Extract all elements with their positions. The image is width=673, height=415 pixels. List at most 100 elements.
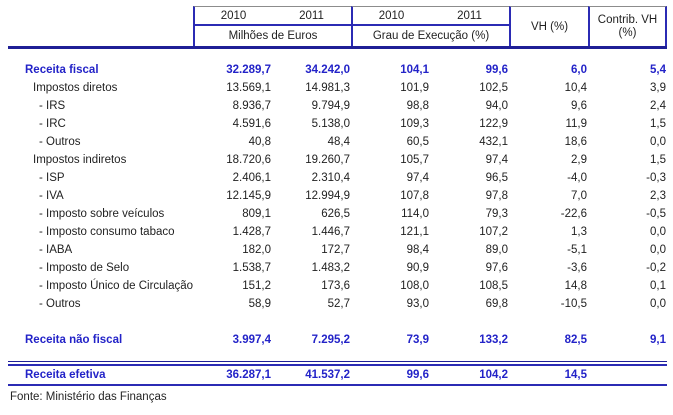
row-label: - ISP [39, 172, 65, 184]
cell-value: -5,1 [567, 244, 587, 256]
cell-value: 2,4 [650, 100, 666, 112]
cell-value: 11,9 [565, 118, 587, 130]
table-row: - ISP 2.406,1 2.310,4 97,4 96,5 -4,0 -0,3 [8, 169, 667, 187]
cell-value: 97,4 [406, 172, 429, 184]
row-label: Receita fiscal [25, 64, 99, 76]
cell-value: 626,5 [321, 208, 350, 220]
cell-value: -22,6 [560, 208, 587, 220]
cell-value: 1.538,7 [232, 262, 271, 274]
row-label: - IABA [39, 244, 73, 256]
cell-value: 40,8 [248, 136, 271, 148]
table-row: - IABA 182,0 172,7 98,4 89,0 -5,1 0,0 [8, 241, 667, 259]
row-gap [8, 313, 667, 331]
cell-value: 101,9 [400, 82, 429, 94]
cell-value: 19.260,7 [305, 154, 350, 166]
cell-value: 0,0 [650, 136, 666, 148]
cell-value: -4,0 [567, 172, 587, 184]
cell-value: 48,4 [327, 136, 350, 148]
cell-value: 12.994,9 [305, 190, 350, 202]
cell-value: 109,3 [400, 118, 429, 130]
cell-value: 1.428,7 [232, 226, 271, 238]
cell-value: 12.145,9 [226, 190, 271, 202]
cell-value: 3,9 [650, 82, 666, 94]
cell-value: 0,1 [650, 280, 666, 292]
cell-value: 10,4 [564, 82, 587, 94]
table-row: - Imposto sobre veículos 809,1 626,5 114,0 7… [8, 205, 667, 223]
table-row: - Outros 40,8 48,4 60,5 432,1 18,6 0,0 [8, 133, 667, 151]
double-rule [8, 361, 667, 366]
cell-value: 90,9 [406, 262, 429, 274]
cell-value: 4.591,6 [232, 118, 271, 130]
cell-value: 0,0 [650, 244, 666, 256]
header-contrib-vh: Contrib. VH (%) [588, 6, 667, 46]
cell-value: 2,3 [650, 190, 666, 202]
cell-value: 9,1 [650, 334, 666, 346]
cell-value: 5,4 [650, 64, 666, 76]
header-year-millions-2011: 2011 [272, 6, 351, 26]
header-vh-percent: VH (%) [509, 6, 588, 46]
table-row: - Imposto consumo tabaco 1.428,7 1.446,7 12… [8, 223, 667, 241]
cell-value: 98,8 [406, 100, 429, 112]
cell-value: 1,5 [650, 118, 666, 130]
cell-value: 97,4 [485, 154, 508, 166]
table-row: Receita efetiva 36.287,1 41.537,2 99,6 104,2… [8, 366, 667, 386]
cell-value: 41.537,2 [305, 369, 350, 381]
cell-value: 9.794,9 [311, 100, 350, 112]
row-label: - IRC [39, 118, 66, 130]
cell-value: 0,0 [650, 226, 666, 238]
table-row: - IRS 8.936,7 9.794,9 98,8 94,0 9,6 2,4 [8, 97, 667, 115]
cell-value: 9,6 [571, 100, 587, 112]
cell-value: 122,9 [479, 118, 508, 130]
header-contrib-line1: Contrib. VH [597, 13, 658, 26]
cell-value: 108,5 [479, 280, 508, 292]
cell-value: 1,5 [650, 154, 666, 166]
cell-value: 3.997,4 [232, 334, 271, 346]
cell-value: 172,7 [321, 244, 350, 256]
header-year-execution-2011: 2011 [430, 6, 509, 26]
cell-value: 2,9 [571, 154, 587, 166]
cell-value: 18,6 [564, 136, 587, 148]
cell-value: 108,0 [400, 280, 429, 292]
cell-value: 98,4 [406, 244, 429, 256]
cell-value: 107,8 [400, 190, 429, 202]
cell-value: 82,5 [564, 334, 587, 346]
header-year-execution-2010: 2010 [351, 6, 430, 26]
cell-value: 0,0 [650, 298, 666, 310]
cell-value: -3,6 [567, 262, 587, 274]
cell-value: 18.720,6 [226, 154, 271, 166]
cell-value: 182,0 [242, 244, 271, 256]
row-label: Impostos diretos [33, 82, 118, 94]
table-row: Receita fiscal 32.289,7 34.242,0 104,1 99,6 6… [8, 61, 667, 79]
cell-value: 105,7 [400, 154, 429, 166]
cell-value: 89,0 [485, 244, 508, 256]
cell-value: 97,8 [485, 190, 508, 202]
cell-value: 2.310,4 [311, 172, 350, 184]
row-label: - IVA [39, 190, 64, 202]
cell-value: 432,1 [479, 136, 508, 148]
cell-value: 121,1 [400, 226, 429, 238]
cell-value: 96,5 [485, 172, 508, 184]
cell-value: -0,3 [646, 172, 666, 184]
cell-value: 2.406,1 [232, 172, 271, 184]
cell-value: 94,0 [485, 100, 508, 112]
fiscal-report-page: 2010 2011 2010 2011 VH (%) Contrib. VH (… [8, 6, 667, 403]
cell-value: -0,5 [646, 208, 666, 220]
source-note: Fonte: Ministério das Finanças [10, 391, 167, 403]
cell-value: 36.287,1 [226, 369, 271, 381]
cell-value: 102,5 [479, 82, 508, 94]
cell-value: 8.936,7 [232, 100, 271, 112]
cell-value: 104,2 [479, 369, 508, 381]
cell-value: 52,7 [327, 298, 350, 310]
row-label: - Outros [39, 298, 81, 310]
cell-value: 93,0 [406, 298, 429, 310]
row-label: Receita não fiscal [25, 334, 123, 346]
cell-value: 34.242,0 [305, 64, 350, 76]
table-row: - IRC 4.591,6 5.138,0 109,3 122,9 11,9 1,5 [8, 115, 667, 133]
header-empty-corner [8, 6, 193, 46]
table-row: - Imposto de Selo 1.538,7 1.483,2 90,9 97,6 -… [8, 259, 667, 277]
cell-value: 1.483,2 [311, 262, 350, 274]
cell-value: 104,1 [400, 64, 429, 76]
cell-value: 1.446,7 [311, 226, 350, 238]
table-row: - Imposto Único de Circulação 151,2 173,6 1… [8, 277, 667, 295]
row-label: Receita efetiva [25, 369, 106, 381]
